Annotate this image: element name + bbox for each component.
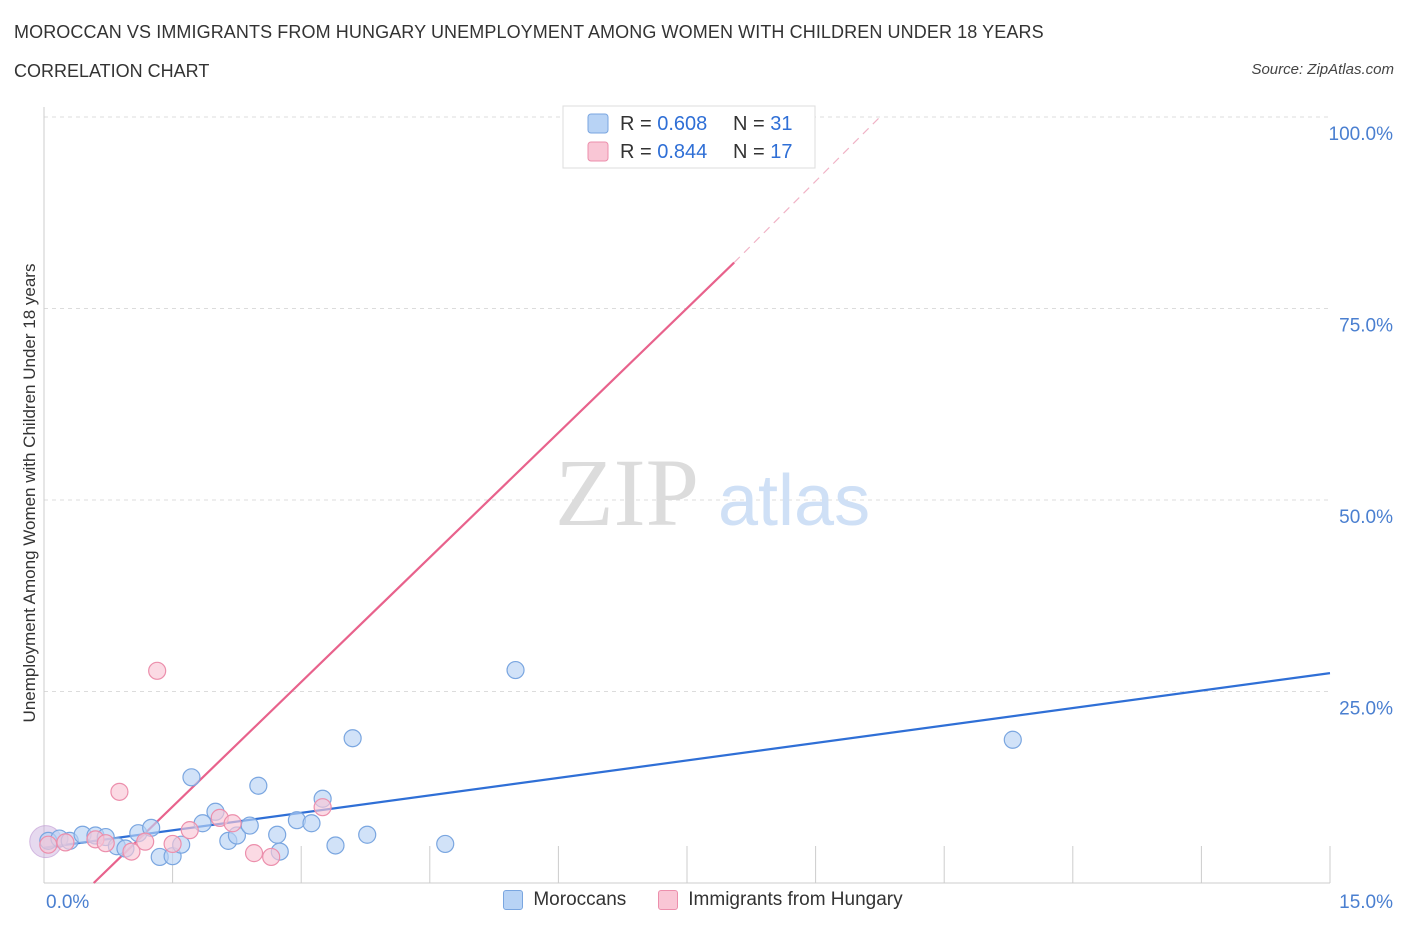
legend-swatch-moroccans [503,890,524,910]
stats-n-label-2: N = [733,141,770,163]
legend-label-moroccans: Moroccans [533,889,627,910]
trend-line-moroccans [43,672,1331,849]
data-points [29,107,1022,867]
point-hungary-9 [180,821,199,840]
y-tick-label-2: 75.0% [1339,316,1393,337]
stats-n-value-1: 31 [770,113,792,135]
point-moroccans-18 [240,816,259,835]
legend-item-moroccans: Moroccans [503,889,626,911]
stats-n-value-2: 17 [770,141,792,163]
stats-swatch-blue [587,113,609,134]
stats-legend: R = 0.608 N = 31 R = 0.844 N = 17 [562,105,816,169]
point-moroccans-30 [1003,730,1022,749]
y-tick-label-0: 25.0% [1339,699,1393,720]
tick-labels: 25.0% 50.0% 75.0% 100.0% 0.0% 15.0% [46,124,1393,913]
point-hungary-4 [110,782,129,801]
svg-text:R = 0.608: R = 0.608 [620,113,707,135]
point-moroccans-26 [343,729,362,748]
grid-lines [44,116,1330,692]
svg-text:N = 31: N = 31 [733,113,793,135]
point-hungary-3 [96,834,115,853]
point-hungary-6 [136,832,155,851]
point-moroccans-19 [249,776,268,795]
point-hungary-5 [122,842,141,861]
point-hungary-13 [262,847,281,867]
y-tick-label-3: 100.0% [1329,124,1394,145]
legend-label-hungary: Immigrants from Hungary [688,889,903,910]
watermark-zip: ZIP [555,439,699,546]
trend-line-hungary-extension [733,116,881,263]
svg-text:R = 0.844: R = 0.844 [620,141,707,163]
legend-item-hungary: Immigrants from Hungary [658,889,903,911]
point-moroccans-13 [182,768,201,787]
point-hungary-8 [163,834,182,854]
stats-r-value-2: 0.844 [657,141,707,163]
point-hungary-1 [56,833,75,852]
stats-n-label-1: N = [733,113,770,135]
point-moroccans-20 [268,825,287,844]
stats-swatch-pink [587,141,609,162]
trend-lines [43,116,1331,884]
point-moroccans-28 [436,834,455,854]
point-hungary-7 [148,661,167,680]
point-moroccans-29 [506,660,525,680]
point-hungary-11 [223,814,242,833]
x-tick-label-0: 0.0% [46,892,89,913]
point-moroccans-23 [302,814,321,833]
point-moroccans-27 [358,825,377,844]
point-hungary-14 [313,798,332,817]
legend-swatch-hungary [658,890,679,910]
svg-text:N = 17: N = 17 [733,141,793,163]
stats-r-value-1: 0.608 [657,113,707,135]
point-moroccans-25 [326,836,345,855]
watermark-atlas: atlas [718,461,870,541]
axes [43,107,1331,884]
trend-line-hungary [92,261,735,884]
y-tick-label-1: 50.0% [1339,507,1393,528]
stats-r-label-2: R = [620,141,657,163]
point-hungary-12 [244,844,264,863]
stats-r-label-1: R = [620,113,657,135]
chart-subtitle: CORRELATION CHART [14,61,210,81]
point-hungary-0 [39,835,58,854]
legend: Moroccans Immigrants from Hungary [0,889,1406,911]
x-tick-label-1: 15.0% [1339,892,1393,913]
watermark: ZIP atlas [555,439,870,546]
chart-title: MOROCCAN VS IMMIGRANTS FROM HUNGARY UNEM… [14,22,1044,42]
source-label: Source: ZipAtlas.com [1251,61,1394,78]
